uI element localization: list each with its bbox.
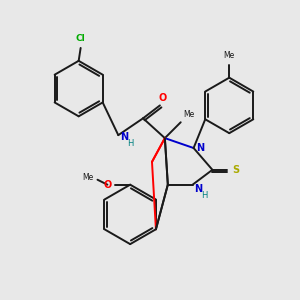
Text: Cl: Cl (76, 34, 86, 43)
Text: N: N (195, 184, 203, 194)
Text: N: N (196, 143, 205, 153)
Text: Me: Me (184, 110, 195, 119)
Text: O: O (159, 93, 167, 103)
Text: H: H (127, 139, 134, 148)
Text: H: H (202, 191, 208, 200)
Text: N: N (120, 132, 128, 142)
Text: S: S (232, 165, 239, 175)
Text: Me: Me (224, 51, 235, 60)
Text: O: O (103, 180, 111, 190)
Text: Me: Me (82, 173, 94, 182)
